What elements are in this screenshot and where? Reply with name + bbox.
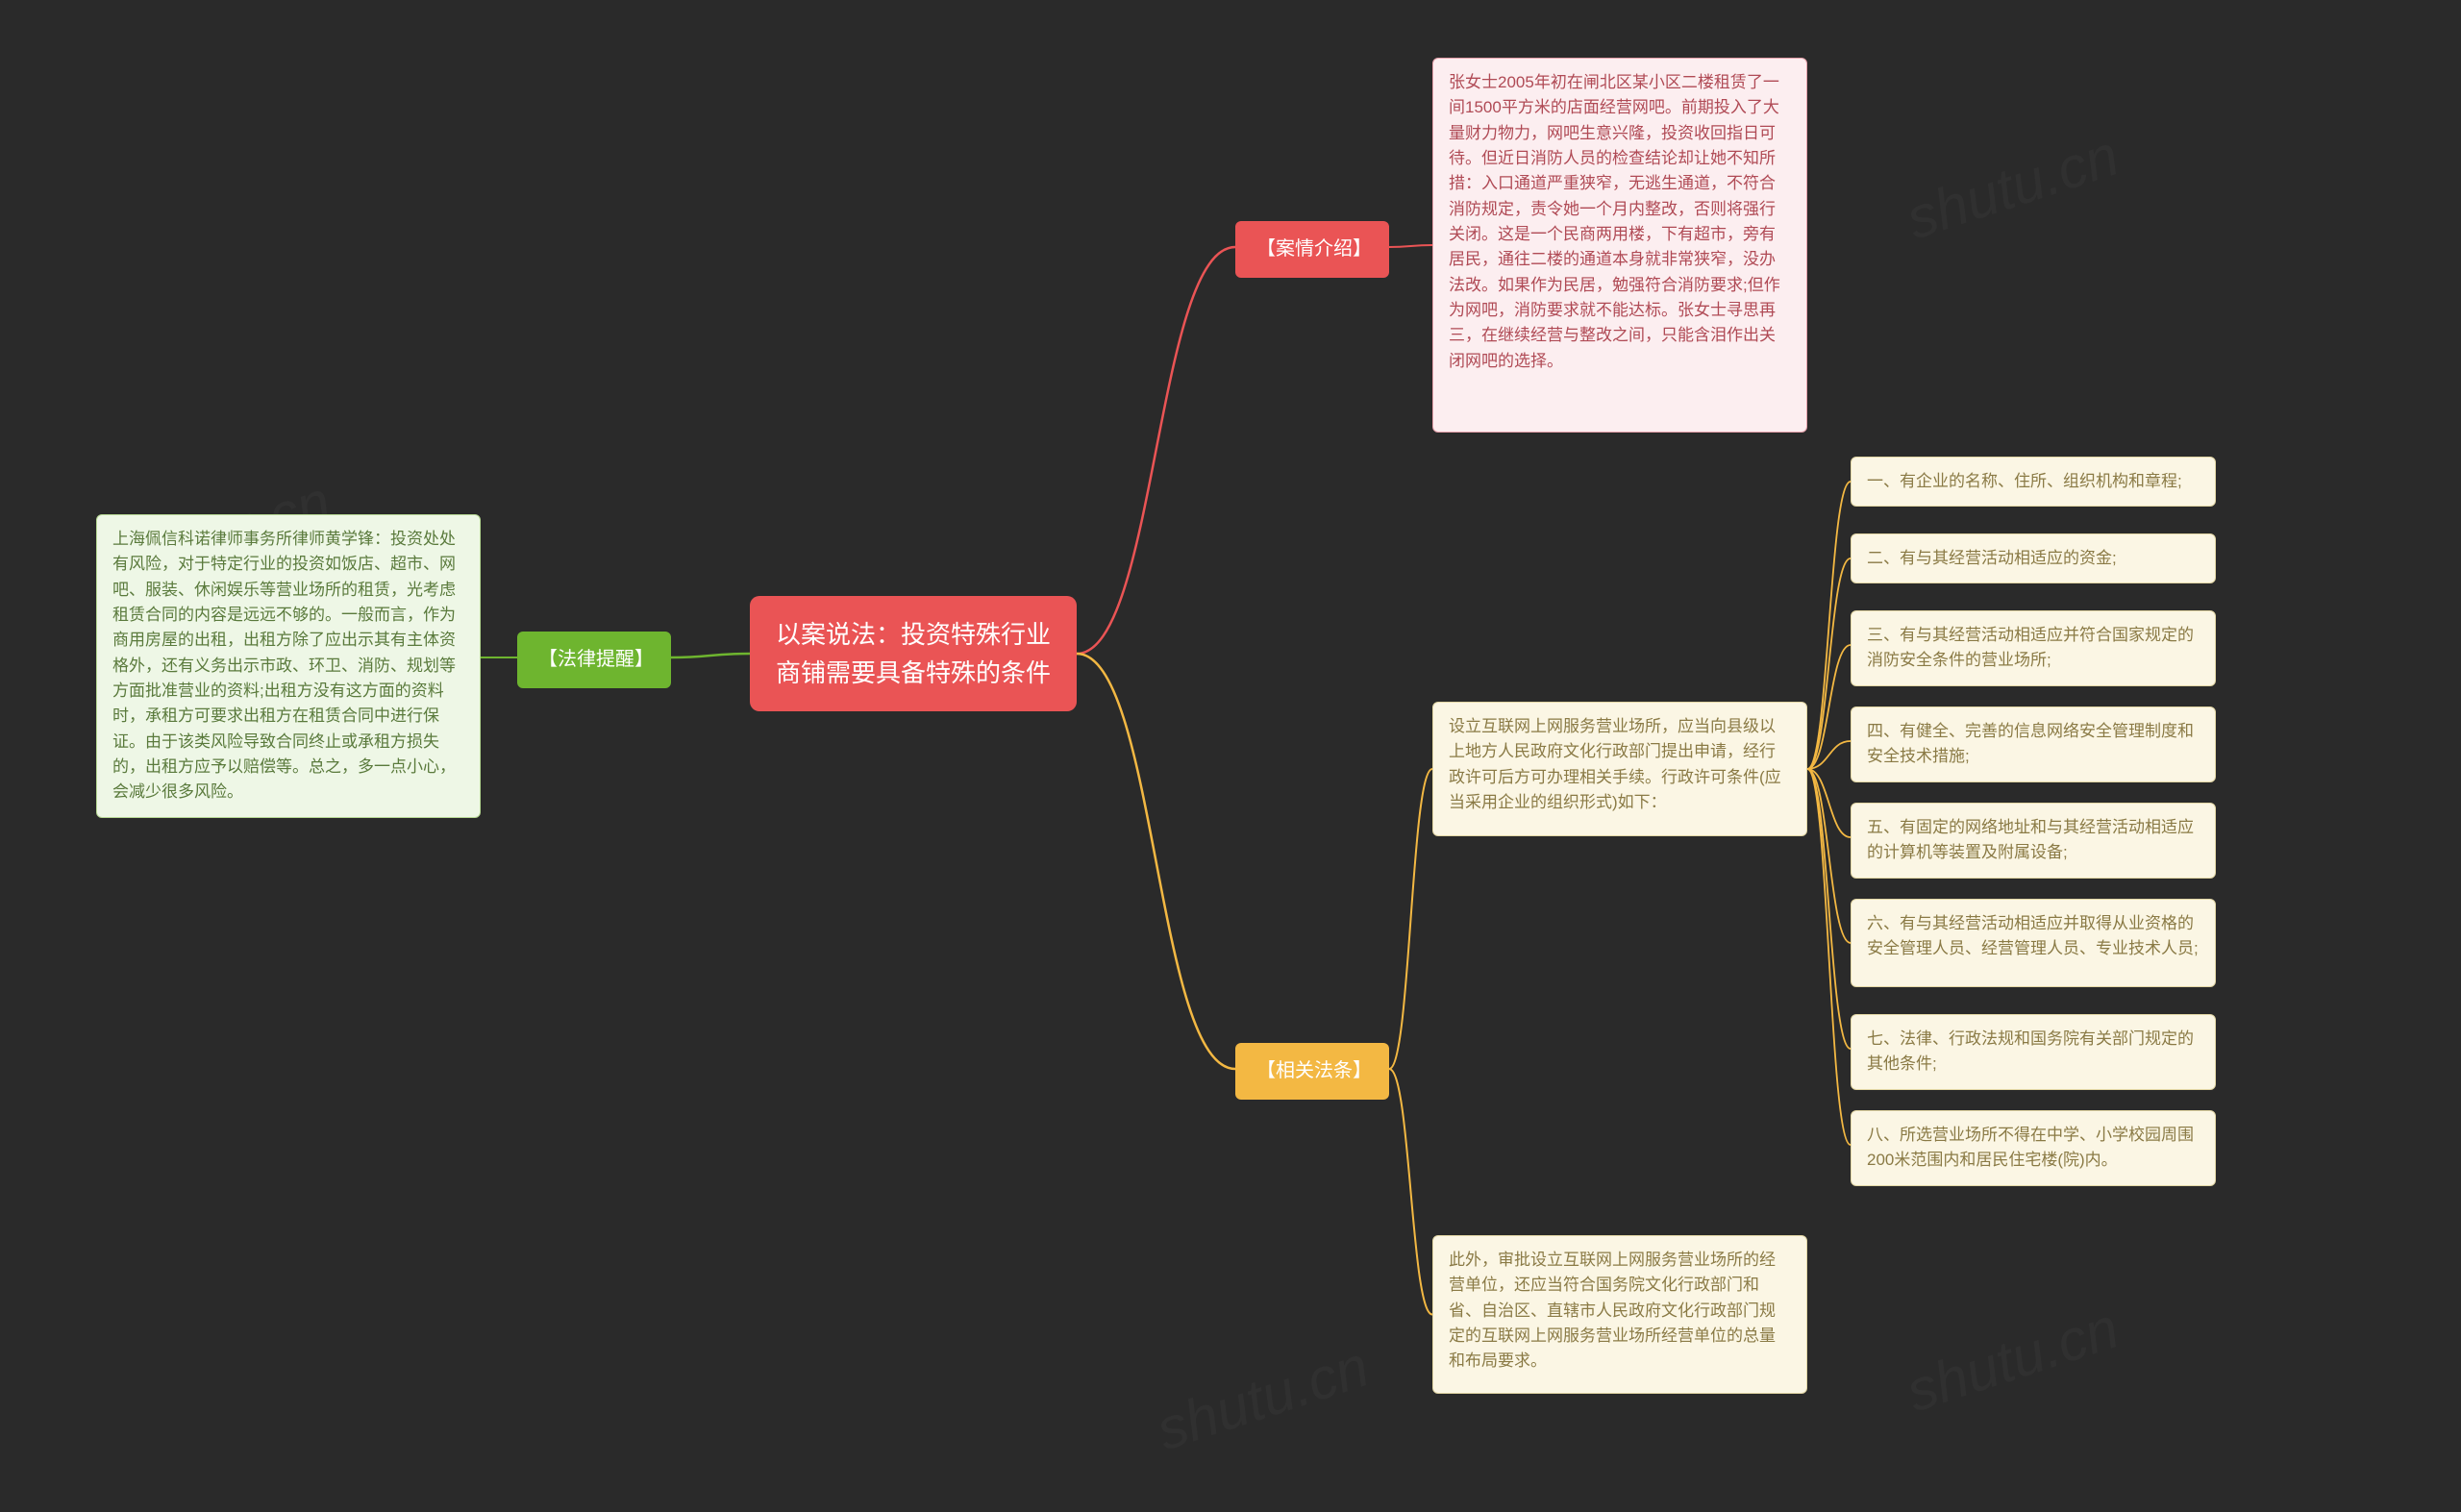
- leaf-law-gc-0[interactable]: 一、有企业的名称、住所、组织机构和章程;: [1851, 457, 2216, 507]
- watermark: shutu.cn: [1899, 122, 2126, 253]
- branch-case-label: 【案情介绍】: [1256, 238, 1372, 260]
- leaf-law-gc-5-text: 六、有与其经营活动相适应并取得从业资格的安全管理人员、经营管理人员、专业技术人员…: [1867, 914, 2199, 957]
- leaf-law-gc-4-text: 五、有固定的网络地址和与其经营活动相适应的计算机等装置及附属设备;: [1867, 818, 2194, 861]
- leaf-case[interactable]: 张女士2005年初在闸北区某小区二楼租赁了一间1500平方米的店面经营网吧。前期…: [1432, 58, 1807, 433]
- watermark: shutu.cn: [1149, 1333, 1377, 1464]
- root-text: 以案说法：投资特殊行业商铺需要具备特殊的条件: [765, 615, 1061, 693]
- branch-remind[interactable]: 【法律提醒】: [517, 632, 671, 688]
- leaf-law-gc-6-text: 七、法律、行政法规和国务院有关部门规定的其他条件;: [1867, 1029, 2194, 1073]
- watermark: shutu.cn: [1899, 1295, 2126, 1425]
- leaf-law-gc-5[interactable]: 六、有与其经营活动相适应并取得从业资格的安全管理人员、经营管理人员、专业技术人员…: [1851, 899, 2216, 987]
- leaf-law-gc-0-text: 一、有企业的名称、住所、组织机构和章程;: [1867, 472, 2182, 490]
- leaf-law-0[interactable]: 设立互联网上网服务营业场所，应当向县级以上地方人民政府文化行政部门提出申请，经行…: [1432, 702, 1807, 836]
- leaf-remind-text: 上海佩信科诺律师事务所律师黄学锋：投资处处有风险，对于特定行业的投资如饭店、超市…: [112, 530, 456, 801]
- leaf-law-gc-3-text: 四、有健全、完善的信息网络安全管理制度和安全技术措施;: [1867, 722, 2194, 765]
- branch-law-label: 【相关法条】: [1256, 1060, 1372, 1081]
- leaf-law-gc-1[interactable]: 二、有与其经营活动相适应的资金;: [1851, 533, 2216, 583]
- leaf-law-gc-7-text: 八、所选营业场所不得在中学、小学校园周围200米范围内和居民住宅楼(院)内。: [1867, 1126, 2194, 1169]
- leaf-law-gc-2-text: 三、有与其经营活动相适应并符合国家规定的消防安全条件的营业场所;: [1867, 626, 2194, 669]
- root-node[interactable]: 以案说法：投资特殊行业商铺需要具备特殊的条件: [750, 596, 1077, 711]
- mindmap-canvas: shutu.cn shutu.cn shutu.cn shutu.cn 以案说法…: [0, 0, 2461, 1512]
- leaf-law-gc-2[interactable]: 三、有与其经营活动相适应并符合国家规定的消防安全条件的营业场所;: [1851, 610, 2216, 686]
- leaf-remind[interactable]: 上海佩信科诺律师事务所律师黄学锋：投资处处有风险，对于特定行业的投资如饭店、超市…: [96, 514, 481, 818]
- branch-case[interactable]: 【案情介绍】: [1235, 221, 1389, 278]
- leaf-law-gc-3[interactable]: 四、有健全、完善的信息网络安全管理制度和安全技术措施;: [1851, 706, 2216, 782]
- leaf-law-gc-6[interactable]: 七、法律、行政法规和国务院有关部门规定的其他条件;: [1851, 1014, 2216, 1090]
- leaf-law-1-text: 此外，审批设立互联网上网服务营业场所的经营单位，还应当符合国务院文化行政部门和省…: [1449, 1251, 1776, 1370]
- leaf-law-0-text: 设立互联网上网服务营业场所，应当向县级以上地方人民政府文化行政部门提出申请，经行…: [1449, 717, 1781, 811]
- leaf-case-text: 张女士2005年初在闸北区某小区二楼租赁了一间1500平方米的店面经营网吧。前期…: [1449, 73, 1780, 370]
- branch-law[interactable]: 【相关法条】: [1235, 1043, 1389, 1100]
- leaf-law-gc-1-text: 二、有与其经营活动相适应的资金;: [1867, 549, 2117, 567]
- leaf-law-gc-7[interactable]: 八、所选营业场所不得在中学、小学校园周围200米范围内和居民住宅楼(院)内。: [1851, 1110, 2216, 1186]
- branch-remind-label: 【法律提醒】: [538, 649, 654, 670]
- leaf-law-1[interactable]: 此外，审批设立互联网上网服务营业场所的经营单位，还应当符合国务院文化行政部门和省…: [1432, 1235, 1807, 1394]
- leaf-law-gc-4[interactable]: 五、有固定的网络地址和与其经营活动相适应的计算机等装置及附属设备;: [1851, 803, 2216, 879]
